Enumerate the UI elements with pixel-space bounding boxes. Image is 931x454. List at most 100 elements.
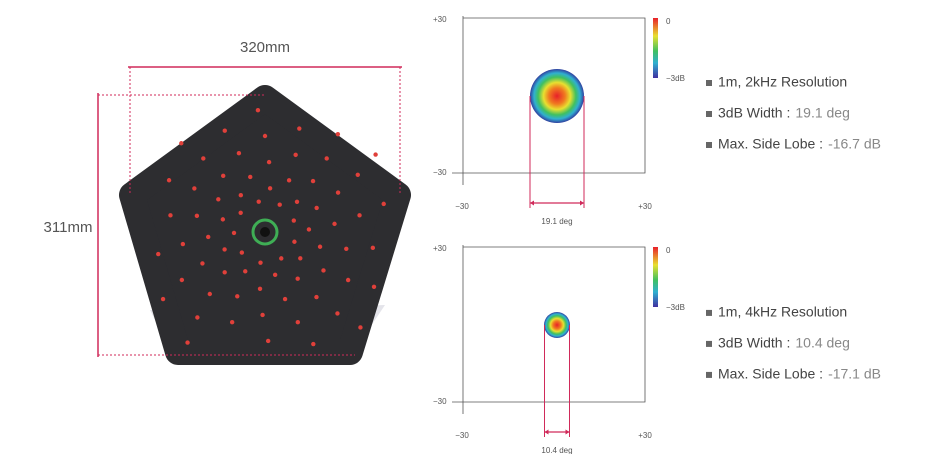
x-tick-label: −30 [455,431,469,440]
mic [295,320,301,325]
mic [229,320,235,325]
colorbar [653,247,658,307]
mic [255,108,261,113]
center-ring [251,218,279,246]
bullet [706,340,712,347]
mic [277,202,282,207]
plots: +30 −30 −30 +30 19.1 deg 0 −3dB 1m, 2kHz Resolu… [433,15,881,454]
mic [166,178,172,183]
mic [179,277,185,283]
mic [321,268,326,273]
mic [201,156,206,161]
beam [530,69,584,123]
colorbar-label: −3dB [666,74,685,83]
mic [200,261,205,266]
mic [266,159,272,165]
mic [335,311,340,316]
mic [243,269,248,274]
bullet [706,111,712,117]
mic [344,246,349,251]
height-label: 311mm [44,219,93,236]
plot-frame [452,16,646,185]
mic [156,251,161,257]
mic [236,151,242,156]
bullet [706,309,712,316]
mic [258,260,263,265]
spec-title: 1m, 2kHz Resolution [718,74,847,90]
mic [314,294,319,300]
mic [297,126,302,131]
mic [222,128,227,133]
mic [292,239,297,244]
colorbar-label: 0 [666,17,671,26]
mic [221,173,226,179]
mic [373,152,378,157]
spec-value: -17.1 dB [828,366,881,382]
dimensions [97,66,402,357]
x-tick-label: +30 [638,202,652,211]
bullet [706,142,712,148]
spec-key: 3dB Width : [718,105,790,121]
plot-frame [452,245,646,414]
bullet [706,371,712,378]
mic [168,213,173,218]
mic [381,201,386,207]
mic [265,338,271,344]
mic [239,250,245,255]
mic [291,218,297,223]
mic [306,227,312,232]
mic [222,270,227,275]
colorbar-label: −3dB [666,303,685,312]
mic [260,312,265,318]
mic [248,174,253,180]
mic [235,294,240,299]
mic [231,230,237,236]
mic [179,141,184,146]
spec-value: -16.7 dB [828,136,881,152]
mic [294,199,300,205]
device [119,85,411,365]
mic [298,256,303,261]
mic [317,244,323,249]
mic [192,186,197,191]
device-body [119,85,411,365]
mic [256,199,261,204]
mic [345,277,351,283]
mic [195,315,200,320]
bullet [706,80,712,86]
mic [272,272,278,278]
colorbar-label: 0 [666,246,671,255]
mic [257,286,263,291]
mic [238,210,243,215]
mic [324,156,329,161]
mic [332,221,337,227]
y-tick-label: −30 [433,397,447,406]
mic [311,341,316,347]
y-tick-label: +30 [433,244,447,253]
x-tick-label: −30 [455,202,469,211]
mic [355,172,360,177]
mic [358,325,363,330]
y-tick-label: −30 [433,168,447,177]
mic [216,197,221,202]
spec-key: 3dB Width : [718,335,790,351]
mic [194,213,200,219]
mic [371,284,377,289]
mic [222,247,227,252]
mic [293,152,298,158]
mic [238,193,244,198]
mic [160,296,166,302]
mic [267,186,273,191]
width-label: 10.4 deg [541,446,572,454]
mic [335,131,341,137]
camera [260,227,270,237]
spec-value: 10.4 deg [795,335,850,351]
mic [295,276,300,281]
mic [206,234,211,240]
mic [207,291,213,297]
mic [262,133,268,139]
mic [286,178,292,183]
x-tick-label: +30 [638,431,652,440]
mic-array [156,108,386,347]
mic [279,256,284,261]
